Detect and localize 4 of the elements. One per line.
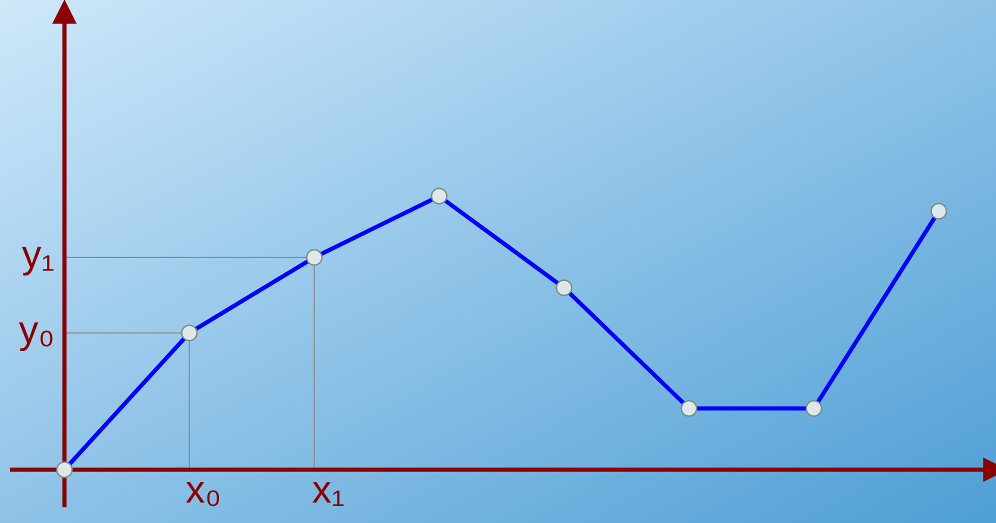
x-tick-label: x₁ xyxy=(312,482,344,506)
annotation: y₀ xyxy=(18,322,52,352)
x-tick-label: x₀ xyxy=(186,482,220,506)
annotation: y₁ xyxy=(22,246,54,276)
